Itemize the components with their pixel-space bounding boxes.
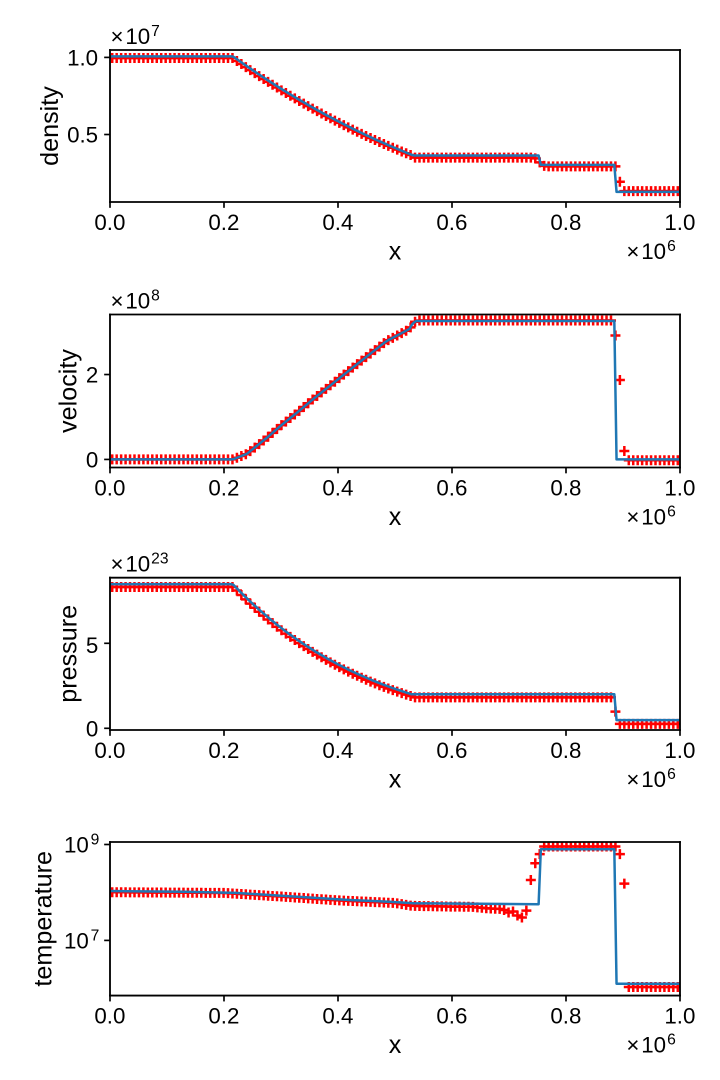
svg-text:0 . 4: 0 . 4 bbox=[322, 471, 353, 501]
svg-text:0: 0 bbox=[86, 716, 98, 741]
svg-text:0 . 4: 0 . 4 bbox=[322, 206, 353, 236]
svg-text:1 . 0: 1 . 0 bbox=[664, 206, 695, 236]
svg-text:0 . 6: 0 . 6 bbox=[436, 734, 467, 764]
svg-text:2: 2 bbox=[86, 363, 98, 388]
svg-text:temperature: temperature bbox=[29, 851, 57, 987]
svg-text:0 . 0: 0 . 0 bbox=[94, 206, 125, 236]
svg-text:0 . 2: 0 . 2 bbox=[208, 999, 239, 1029]
svg-text:x: x bbox=[389, 1031, 402, 1059]
svg-text:× 1 0 6: × 1 0 6 bbox=[626, 1028, 675, 1058]
svg-text:1 . 0: 1 . 0 bbox=[664, 999, 695, 1029]
svg-text:x: x bbox=[389, 237, 402, 265]
svg-text:0 . 4: 0 . 4 bbox=[322, 734, 353, 764]
svg-text:1 . 0: 1 . 0 bbox=[664, 471, 695, 501]
svg-text:1 0 9: 1 0 9 bbox=[64, 829, 99, 859]
svg-text:× 1 0 6: × 1 0 6 bbox=[626, 763, 675, 793]
svg-text:0 . 4: 0 . 4 bbox=[322, 999, 353, 1029]
svg-text:0 . 2: 0 . 2 bbox=[208, 471, 239, 501]
svg-text:× 1 0 6: × 1 0 6 bbox=[626, 500, 675, 530]
svg-text:1 . 0: 1 . 0 bbox=[67, 41, 98, 71]
svg-text:× 1 0 6: × 1 0 6 bbox=[626, 235, 675, 265]
svg-text:0 . 6: 0 . 6 bbox=[436, 999, 467, 1029]
svg-text:pressure: pressure bbox=[55, 605, 83, 703]
svg-text:0 . 0: 0 . 0 bbox=[94, 471, 125, 501]
svg-text:0: 0 bbox=[86, 447, 98, 472]
svg-text:0 . 2: 0 . 2 bbox=[208, 206, 239, 236]
svg-text:0 . 6: 0 . 6 bbox=[436, 471, 467, 501]
svg-text:0 . 0: 0 . 0 bbox=[94, 734, 125, 764]
svg-text:1 0 7: 1 0 7 bbox=[64, 924, 99, 954]
svg-text:0 . 8: 0 . 8 bbox=[550, 999, 581, 1029]
svg-text:× 1 0 8: × 1 0 8 bbox=[111, 284, 161, 314]
svg-text:x: x bbox=[389, 503, 402, 531]
svg-text:0 . 8: 0 . 8 bbox=[550, 734, 581, 764]
svg-text:0 . 8: 0 . 8 bbox=[550, 471, 581, 501]
svg-text:0 . 6: 0 . 6 bbox=[436, 206, 467, 236]
svg-text:density: density bbox=[36, 86, 64, 166]
svg-text:0 . 2: 0 . 2 bbox=[208, 734, 239, 764]
svg-text:0 . 8: 0 . 8 bbox=[550, 206, 581, 236]
svg-text:velocity: velocity bbox=[55, 349, 83, 433]
svg-text:x: x bbox=[389, 765, 402, 793]
svg-text:0 . 0: 0 . 0 bbox=[94, 999, 125, 1029]
svg-text:× 1 0 7: × 1 0 7 bbox=[111, 20, 160, 50]
svg-text:× 1 0 2: × 1 0 2 3 bbox=[111, 540, 169, 578]
svg-text:5: 5 bbox=[86, 633, 98, 658]
svg-text:0 . 5: 0 . 5 bbox=[67, 119, 98, 149]
svg-text:1 . 0: 1 . 0 bbox=[664, 734, 695, 764]
